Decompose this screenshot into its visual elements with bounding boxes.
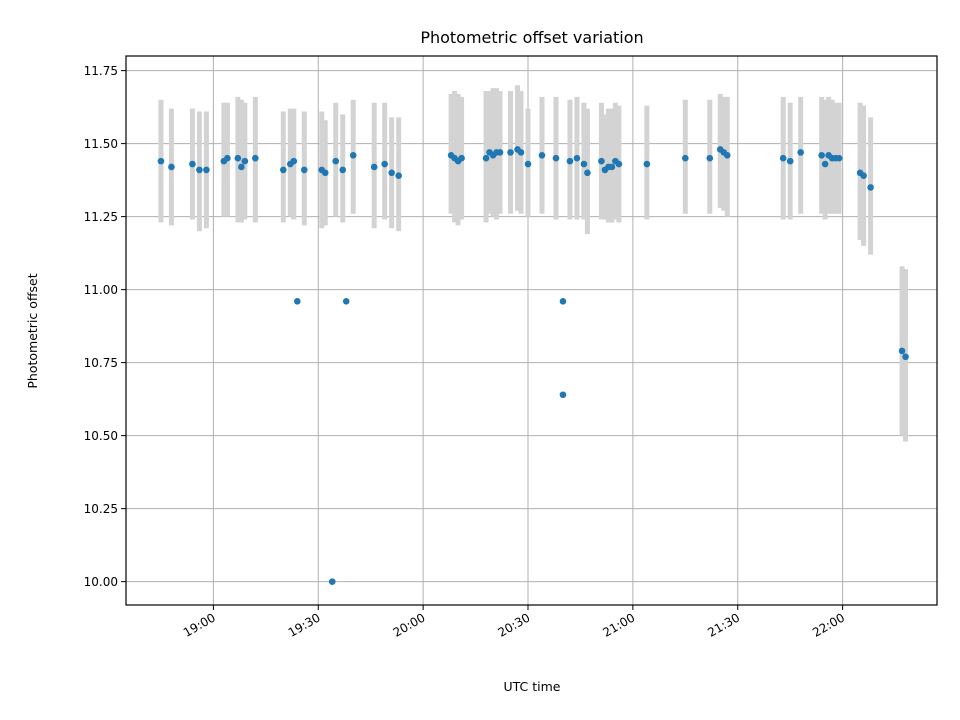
data-point [902,353,909,361]
data-point [238,163,245,171]
data-point [349,151,357,159]
data-point [157,157,165,165]
data-point [293,297,301,305]
data-point [342,297,350,305]
data-point [821,160,829,168]
data-point [224,154,231,162]
data-point [779,154,787,162]
data-point [559,297,567,305]
data-point [860,172,867,180]
data-point [598,157,605,165]
y-tick-label: 10.50 [84,429,118,443]
data-point [496,149,504,156]
data-point [898,347,906,355]
data-point [524,160,532,168]
data-point [538,151,546,159]
data-point [559,391,567,399]
x-tick-label: 20:00 [391,610,428,639]
data-point [252,154,259,162]
data-point [196,166,203,174]
x-tick-label: 21:30 [705,610,742,639]
x-tick-label: 21:00 [600,610,637,639]
data-point [300,166,308,174]
data-point [203,166,210,174]
y-tick-label: 11.50 [84,137,118,151]
data-point [482,154,490,162]
data-point [168,163,175,171]
data-point [507,149,514,156]
data-point [234,154,242,162]
data-point [682,154,689,162]
data-point [552,154,560,162]
data-point [290,157,298,165]
data-point [566,157,574,165]
data-point [280,166,287,174]
data-point [189,160,196,168]
data-point [580,160,588,168]
data-point [723,151,731,159]
data-point [797,149,804,156]
y-axis-label: Photometric offset [25,273,40,388]
x-axis-label: UTC time [504,679,561,694]
plot-frame [125,55,938,606]
data-point [458,154,465,162]
x-tick-label: 19:30 [286,610,323,639]
data-point [643,160,651,168]
x-tick-label: 19:00 [181,610,218,639]
data-point [706,154,714,162]
data-point [818,151,825,159]
x-axis-ticks: 19:00 19:30 20:00 20:30 21:00 21:30 22:00 [181,605,847,640]
data-point [867,184,874,191]
data-point [786,157,794,165]
y-axis-ticks: 10.00 10.25 10.50 10.75 11.00 11.25 11.50 11.75 [84,64,126,589]
data-point [517,149,525,156]
y-tick-label: 10.75 [84,356,118,370]
chart-title: Photometric offset variation [420,28,643,47]
y-tick-label: 10.00 [84,575,118,589]
data-point [381,160,388,168]
y-tick-label: 11.00 [84,283,118,297]
data-point [573,154,581,162]
data-point [615,160,623,168]
data-point [328,578,336,585]
data-point [388,169,395,177]
data-point [241,157,249,165]
data-point [584,169,591,177]
x-tick-label: 22:00 [810,610,847,639]
y-tick-label: 10.25 [84,502,118,516]
y-tick-label: 11.25 [84,210,118,224]
error-bars [158,85,909,442]
data-point [608,163,616,171]
data-point [370,163,378,171]
grid [126,56,937,605]
data-point [395,172,402,180]
x-tick-label: 20:30 [496,610,533,639]
y-tick-label: 11.75 [84,64,118,78]
data-point [835,154,843,162]
data-point [339,166,347,174]
data-point [321,169,329,177]
data-point [332,157,340,165]
data-points [157,146,909,585]
